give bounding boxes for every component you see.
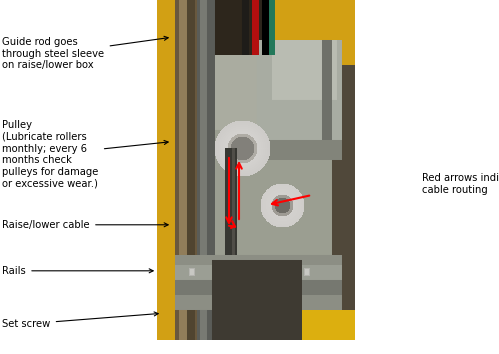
- Text: Rails: Rails: [2, 266, 153, 276]
- Text: Set screw: Set screw: [2, 312, 158, 329]
- Text: Raise/lower cable: Raise/lower cable: [2, 220, 168, 230]
- Text: Guide rod goes
through steel sleeve
on raise/lower box: Guide rod goes through steel sleeve on r…: [2, 36, 168, 70]
- Text: Pulley
(Lubricate rollers
monthly; every 6
months check
pulleys for damage
or ex: Pulley (Lubricate rollers monthly; every…: [2, 120, 168, 188]
- Text: Red arrows indicate
cable routing: Red arrows indicate cable routing: [422, 173, 499, 195]
